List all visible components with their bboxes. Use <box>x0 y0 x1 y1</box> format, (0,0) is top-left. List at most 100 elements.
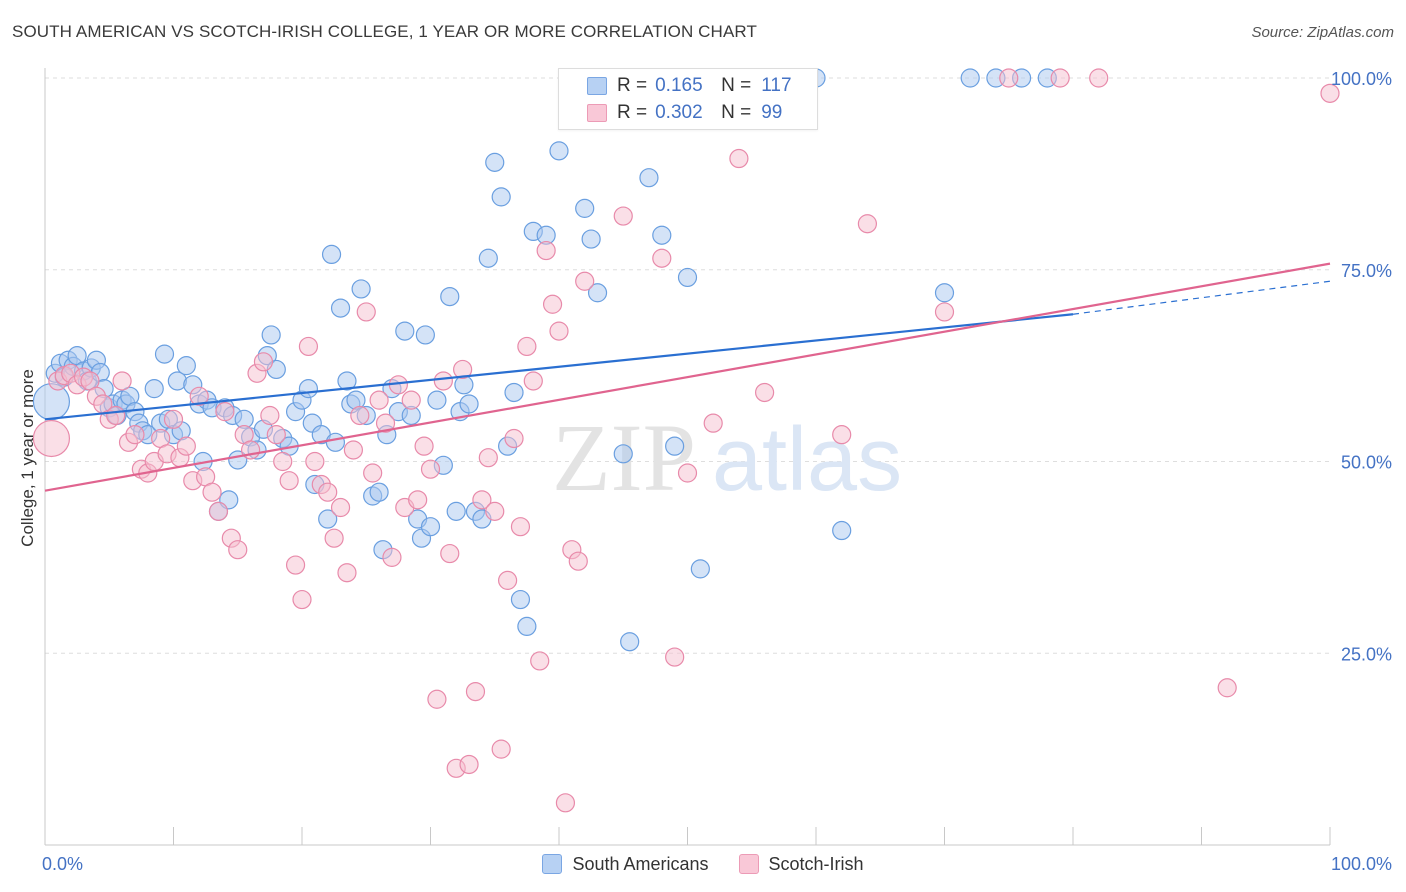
data-point-south-americans <box>960 68 980 88</box>
data-point-scotch-irish <box>285 555 306 575</box>
data-point-south-americans <box>337 371 357 391</box>
data-point-south-americans <box>176 356 196 376</box>
trend-lines <box>44 262 1331 492</box>
data-point-south-americans <box>318 509 338 529</box>
data-point-scotch-irish <box>677 463 698 483</box>
data-point-scotch-irish <box>106 405 126 426</box>
data-point-south-americans <box>440 286 460 307</box>
data-point-scotch-irish <box>613 206 633 226</box>
data-point-south-americans <box>665 436 685 456</box>
legend-item-south-americans[interactable]: South Americans <box>542 852 709 876</box>
data-point-scotch-irish <box>729 148 749 169</box>
data-point-scotch-irish <box>375 413 396 433</box>
legend-r-label: R = <box>617 75 648 96</box>
legend-n-value: 99 <box>761 102 783 123</box>
trend-line-scotch-irish <box>44 262 1331 492</box>
data-point-scotch-irish <box>504 428 524 449</box>
data-point-scotch-irish <box>754 382 775 403</box>
data-point-scotch-irish <box>459 754 479 775</box>
data-point-scotch-irish <box>665 647 685 667</box>
series-legend: South Americans Scotch-Irish <box>0 852 1406 876</box>
legend-n-value: 117 <box>761 75 792 96</box>
data-point-scotch-irish <box>324 528 344 548</box>
chart-source: Source: ZipAtlas.com <box>1251 24 1394 41</box>
data-point-south-americans <box>395 321 415 341</box>
data-point-scotch-irish <box>125 425 145 445</box>
data-point-scotch-irish <box>1050 68 1070 88</box>
legend-row-south-americans: R = 0.165 N = 117 <box>559 73 792 99</box>
data-point-scotch-irish <box>465 681 486 702</box>
y-axis-title: College, 1 year or more <box>18 369 37 547</box>
trend-line-south-americans <box>44 313 1074 421</box>
data-point-south-americans <box>549 141 569 161</box>
data-point-scotch-irish <box>427 689 447 709</box>
data-point-scotch-irish <box>568 551 588 571</box>
y-tick-label: 75.0% <box>1341 261 1392 281</box>
data-point-south-americans <box>575 198 595 218</box>
chart-title: SOUTH AMERICAN VS SCOTCH-IRISH COLLEGE, … <box>12 22 757 41</box>
data-point-scotch-irish <box>202 482 222 502</box>
data-point-south-americans <box>504 382 524 403</box>
data-point-south-americans <box>491 187 511 207</box>
data-point-scotch-irish <box>510 517 531 537</box>
data-point-south-americans <box>517 616 537 637</box>
data-point-south-americans <box>415 325 435 345</box>
data-point-scotch-irish <box>472 490 492 510</box>
data-point-south-americans <box>154 344 175 364</box>
legend-swatch-scotch-irish <box>738 854 759 874</box>
data-point-south-americans <box>351 279 371 299</box>
data-point-south-americans <box>690 559 710 579</box>
data-point-scotch-irish <box>292 589 312 610</box>
data-point-south-americans <box>325 432 346 452</box>
grid-lines <box>45 77 1330 654</box>
data-point-scotch-irish <box>401 390 421 410</box>
legend-label-scotch-irish: Scotch-Irish <box>768 853 864 874</box>
data-point-scotch-irish <box>485 501 505 521</box>
tick-labels: 25.0% 50.0% 75.0% 100.0% 0.0% 100.0% <box>42 69 1392 874</box>
data-point-scotch-irish <box>1217 678 1237 698</box>
data-point-south-americans <box>144 379 164 399</box>
data-point-scotch-irish <box>112 371 132 391</box>
data-point-scotch-irish <box>414 436 434 456</box>
data-point-scotch-irish <box>350 405 370 426</box>
legend-swatch-scotch-irish <box>587 104 607 122</box>
data-point-south-americans <box>639 168 659 188</box>
x-tick-label: 100.0% <box>1331 854 1392 874</box>
watermark-atlas: atlas <box>712 410 902 510</box>
data-point-scotch-irish <box>337 563 357 583</box>
data-point-south-americans <box>587 283 608 303</box>
data-point-south-americans <box>934 283 955 303</box>
data-point-scotch-irish <box>253 352 274 372</box>
data-point-scotch-irish <box>478 448 498 468</box>
legend-label-south-americans: South Americans <box>572 853 709 874</box>
legend-r-value: 0.165 <box>655 75 703 96</box>
data-point-south-americans <box>321 244 342 265</box>
data-point-scotch-irish <box>215 402 235 422</box>
data-point-scotch-irish <box>857 214 878 234</box>
data-point-scotch-irish <box>832 425 852 445</box>
data-point-scotch-irish <box>343 440 363 460</box>
data-point-south-americans <box>427 390 447 410</box>
data-point-scotch-irish <box>369 390 389 410</box>
data-point-scotch-irish <box>536 240 556 261</box>
data-point-scotch-irish <box>420 459 441 479</box>
data-point-scotch-irish <box>208 501 229 521</box>
data-point-south-americans <box>832 520 852 541</box>
data-point-scotch-irish <box>382 547 402 567</box>
data-point-scotch-irish <box>517 336 537 357</box>
data-point-scotch-irish <box>555 793 576 813</box>
data-point-scotch-irish <box>652 248 672 268</box>
data-point-scotch-irish <box>575 271 595 291</box>
data-point-south-americans <box>478 248 498 268</box>
data-point-south-americans <box>613 444 633 464</box>
data-point-south-americans <box>581 229 601 249</box>
data-point-scotch-irish <box>260 405 280 426</box>
data-point-scotch-irish <box>1320 83 1340 103</box>
data-point-south-americans <box>32 383 71 421</box>
legend-item-scotch-irish[interactable]: Scotch-Irish <box>738 852 864 876</box>
legend-n-label: N = <box>721 75 752 96</box>
data-point-scotch-irish <box>298 336 319 357</box>
data-point-scotch-irish <box>491 739 511 759</box>
data-point-south-americans <box>485 152 505 172</box>
